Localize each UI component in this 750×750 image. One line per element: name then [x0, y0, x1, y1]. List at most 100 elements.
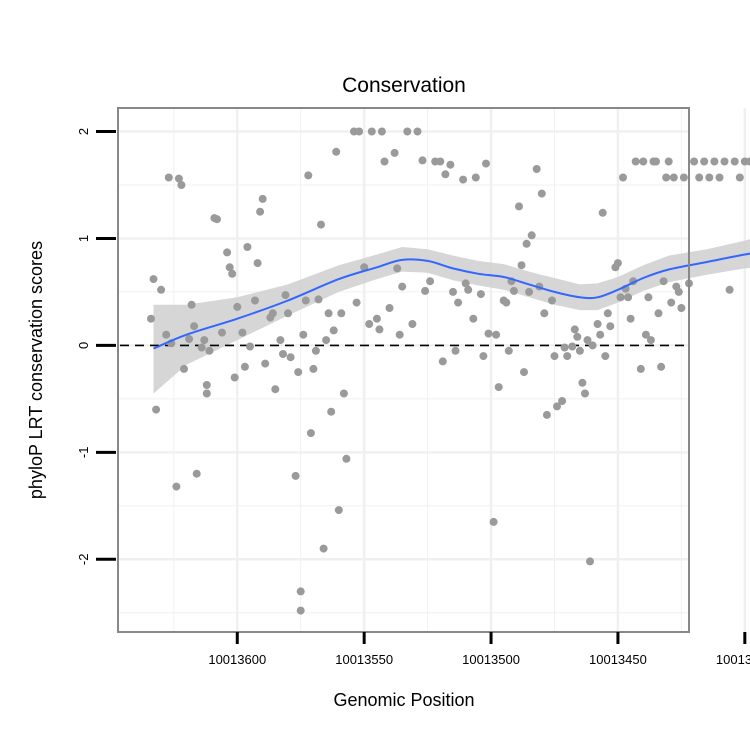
data-point: [421, 286, 430, 295]
data-point: [461, 279, 470, 288]
data-point: [563, 352, 572, 361]
data-point: [319, 544, 328, 553]
data-point: [705, 173, 714, 182]
data-point: [240, 362, 249, 371]
data-point: [251, 296, 259, 305]
data-point: [372, 314, 381, 323]
data-point: [672, 282, 681, 291]
data-point: [380, 157, 389, 166]
data-point: [667, 298, 676, 307]
data-point: [426, 277, 435, 286]
data-point: [223, 248, 232, 257]
data-point: [542, 410, 551, 419]
data-point: [164, 173, 173, 182]
data-point: [304, 171, 313, 180]
data-point: [218, 328, 226, 337]
data-point: [606, 322, 615, 331]
data-point: [646, 336, 655, 345]
data-point: [238, 328, 247, 337]
data-point: [504, 346, 513, 355]
data-point: [403, 127, 412, 136]
data-point: [641, 330, 650, 339]
data-point: [296, 606, 305, 615]
y-tick-label: 0: [76, 342, 91, 349]
data-point: [352, 298, 361, 307]
data-point: [550, 352, 559, 361]
data-point: [268, 309, 277, 318]
data-point: [451, 346, 460, 355]
data-point: [339, 389, 348, 398]
data-point: [616, 293, 625, 302]
data-point: [279, 350, 287, 358]
data-point: [446, 160, 455, 169]
data-point: [377, 127, 386, 136]
data-point: [393, 264, 402, 273]
data-point: [408, 320, 417, 328]
y-tick-label: 2: [76, 128, 91, 135]
y-tick-label: -1: [76, 447, 91, 459]
smooth-trend-line: [153, 252, 750, 350]
data-point: [459, 175, 468, 184]
data-point: [469, 314, 478, 323]
data-point: [679, 173, 688, 182]
data-point: [291, 471, 300, 480]
data-point: [449, 287, 457, 296]
data-point: [586, 557, 594, 566]
data-point: [464, 285, 473, 294]
data-point: [180, 364, 188, 373]
x-tick-label: 10013600: [208, 652, 266, 667]
data-point: [537, 189, 546, 198]
data-point: [525, 287, 534, 296]
data-point: [745, 157, 750, 166]
data-point: [157, 285, 166, 294]
data-point: [581, 389, 589, 398]
data-point: [517, 261, 526, 270]
data-point: [230, 373, 239, 382]
data-point: [695, 173, 704, 182]
data-points: [147, 127, 750, 615]
data-point: [588, 341, 597, 350]
data-point: [342, 454, 351, 463]
data-point: [187, 300, 196, 309]
y-axis-title: phyloP LRT conservation scores: [26, 241, 46, 499]
data-point: [715, 173, 724, 182]
data-point: [299, 330, 308, 339]
data-point: [484, 329, 493, 338]
data-point: [271, 385, 280, 394]
data-point: [395, 330, 404, 339]
data-point: [540, 309, 549, 318]
data-point: [654, 309, 663, 318]
data-point: [471, 173, 480, 182]
data-point: [509, 286, 518, 295]
data-point: [520, 368, 528, 377]
data-point: [578, 378, 587, 387]
data-point: [527, 231, 536, 240]
data-point: [225, 263, 234, 272]
data-point: [669, 173, 678, 182]
data-point: [515, 202, 523, 211]
data-point: [657, 362, 666, 371]
data-point: [317, 220, 325, 229]
data-point: [598, 208, 607, 217]
data-point: [177, 181, 186, 189]
data-point: [603, 309, 612, 318]
data-point: [677, 304, 686, 312]
x-tick-label: 10013500: [462, 652, 520, 667]
data-point: [322, 336, 331, 345]
data-point: [286, 353, 295, 362]
data-point: [613, 259, 622, 268]
data-point: [147, 314, 155, 323]
data-point: [200, 336, 209, 345]
data-point: [337, 309, 346, 318]
data-point: [233, 302, 242, 311]
data-point: [636, 364, 645, 373]
data-point: [284, 309, 292, 318]
data-point: [205, 346, 214, 355]
data-point: [213, 215, 221, 224]
y-tick-label: -2: [76, 554, 91, 566]
data-point: [306, 429, 315, 438]
data-point: [294, 368, 303, 377]
data-point: [720, 157, 729, 166]
data-point: [489, 517, 498, 526]
